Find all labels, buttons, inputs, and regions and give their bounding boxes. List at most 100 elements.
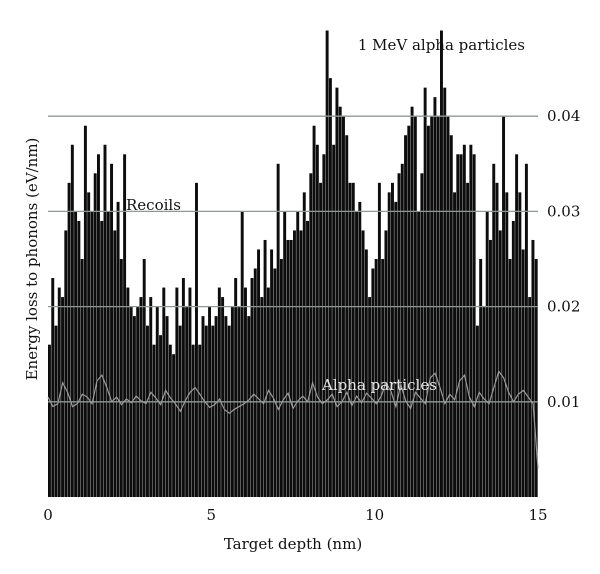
recoil-bar [283, 211, 287, 497]
recoil-bar [67, 182, 71, 497]
recoil-bar [524, 163, 528, 498]
y-tick-labels: 0.01 0.02 0.03 0.04 [547, 107, 580, 411]
recoil-bar [234, 278, 238, 497]
recoil-bar [315, 144, 319, 497]
recoil-bar [453, 192, 457, 498]
recoil-bar [172, 354, 176, 497]
recoil-bar [335, 87, 339, 497]
recoil-bar [397, 173, 401, 497]
recoil-bar [351, 182, 355, 497]
recoil-bar [449, 135, 453, 498]
recoil-bar [83, 125, 87, 497]
y-tick-label: 0.01 [547, 393, 580, 411]
recoil-bar [165, 316, 169, 497]
recoil-bar [221, 297, 225, 497]
recoil-bar [528, 297, 532, 497]
recoil-bar [456, 154, 460, 497]
recoil-bar [87, 192, 91, 498]
recoil-bar [260, 297, 264, 497]
recoil-bar [322, 154, 326, 497]
y-tick-label: 0.02 [547, 298, 580, 316]
recoil-bar [293, 230, 296, 497]
recoil-bar [325, 30, 329, 498]
recoil-bar [534, 259, 538, 497]
recoil-bar [273, 268, 277, 497]
recoil-bar [276, 163, 280, 498]
recoil-bar [299, 230, 303, 497]
recoil-bar [498, 230, 502, 497]
recoil-bar [492, 163, 496, 498]
recoil-bar [374, 259, 378, 497]
recoil-bar [240, 211, 244, 497]
alpha-particles-line [47, 370, 539, 469]
recoil-bar [495, 182, 499, 497]
y-axis-title: Energy loss to phonons (eV/nm) [23, 138, 41, 381]
recoil-bar [257, 249, 261, 497]
recoil-bar [90, 211, 94, 497]
recoil-bar [168, 344, 172, 497]
recoil-bar [97, 154, 100, 497]
recoil-bar [139, 297, 143, 497]
recoil-bar [364, 249, 368, 497]
recoil-bar [381, 259, 385, 497]
x-tick-label: 15 [528, 506, 547, 524]
recoil-bar [426, 125, 430, 497]
recoil-bar [459, 154, 463, 497]
recoil-bar [443, 87, 447, 497]
recoil-bar [250, 278, 254, 497]
recoil-bar [80, 259, 84, 497]
recoil-bar [123, 154, 127, 497]
recoil-bar [286, 239, 290, 497]
recoil-bar [338, 106, 342, 498]
recoil-bar [489, 239, 492, 497]
recoil-bar [332, 144, 336, 497]
chart-title: 1 MeV alpha particles [358, 36, 525, 54]
recoil-bar [420, 173, 424, 497]
recoil-bar [110, 163, 114, 498]
recoil-bar [312, 125, 316, 497]
recoil-bar [162, 287, 166, 497]
recoil-bar [126, 287, 130, 497]
recoil-bar [211, 325, 215, 497]
recoil-bar [400, 163, 404, 498]
recoil-bar [227, 325, 231, 497]
recoil-bar [149, 297, 153, 497]
recoil-bar [159, 335, 163, 497]
recoil-bar [391, 182, 394, 497]
recoil-bar [263, 239, 267, 497]
recoil-bar [70, 144, 74, 497]
recoil-bar [119, 259, 123, 497]
x-tick-label: 5 [207, 506, 217, 524]
recoil-bar [224, 316, 228, 497]
recoil-bar [302, 192, 306, 498]
recoil-bar [198, 344, 202, 497]
recoil-bar [306, 220, 310, 498]
y-tick-label: 0.04 [547, 107, 580, 125]
recoil-bar [433, 97, 437, 497]
recoil-bar [348, 182, 352, 497]
recoil-bar [377, 182, 381, 497]
recoil-bar [440, 30, 443, 498]
alpha-line-layer [47, 370, 539, 469]
x-axis-title: Target depth (nm) [224, 535, 362, 553]
annotation-alpha-particles: Alpha particles [321, 376, 437, 394]
recoil-bar [358, 201, 362, 497]
recoil-bar [175, 287, 179, 497]
recoil-bar [247, 316, 251, 497]
recoil-bar [472, 154, 476, 497]
recoil-bar [515, 154, 519, 497]
recoil-bar [77, 220, 81, 498]
recoil-bar [319, 182, 323, 497]
recoil-bar [279, 259, 283, 497]
y-tick-label: 0.03 [547, 202, 580, 220]
recoil-bar [103, 144, 107, 497]
recoil-bar [289, 239, 293, 497]
recoil-bar [475, 325, 479, 497]
recoil-bar [417, 211, 421, 497]
recoil-bar [74, 211, 78, 497]
recoil-bar [387, 192, 391, 498]
recoil-bar [146, 325, 149, 497]
recoil-bar [404, 135, 408, 498]
recoil-bar [64, 230, 68, 497]
